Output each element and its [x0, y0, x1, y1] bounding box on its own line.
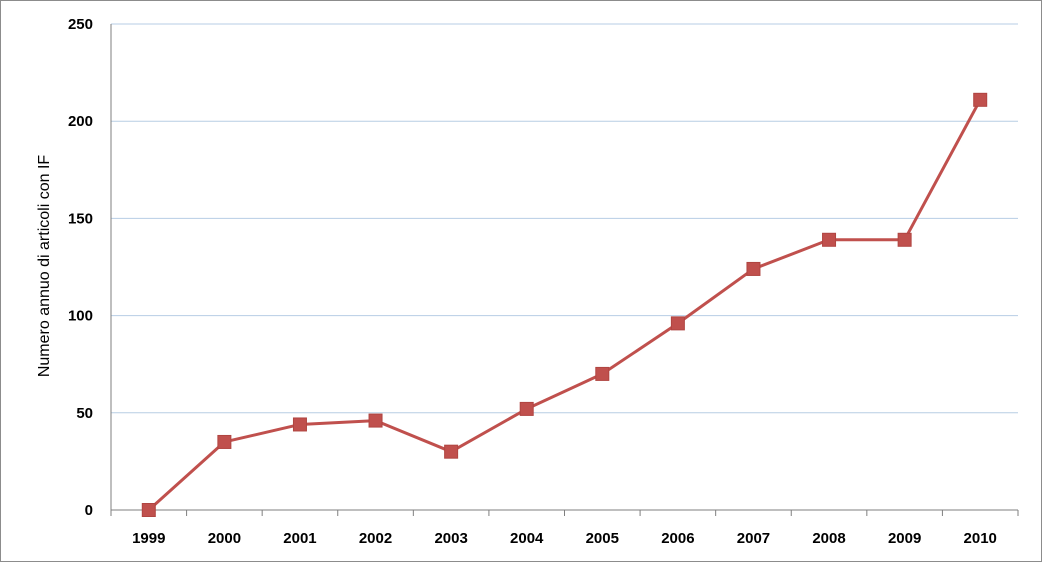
axes	[110, 24, 1019, 516]
x-tick-labels: 1999 2000 2001 2002 2003 2004 2005 2006 2007 2008…	[132, 530, 997, 547]
data-point	[141, 503, 156, 517]
data-point	[292, 417, 307, 432]
y-tick-label: 150	[68, 210, 93, 227]
y-tick-label: 0	[85, 502, 93, 519]
x-tick-label: 2002	[359, 530, 392, 547]
x-tick-label: 2003	[434, 530, 467, 547]
x-tick-label: 2009	[888, 530, 921, 547]
gridlines	[111, 23, 1018, 414]
series	[141, 92, 988, 517]
x-tick-label: 2010	[964, 530, 997, 547]
y-tick-label: 250	[68, 16, 93, 33]
x-tick-label: 2007	[737, 530, 770, 547]
data-point	[897, 232, 912, 247]
data-point	[368, 413, 383, 428]
data-point	[217, 434, 232, 449]
x-tick-label: 2008	[812, 530, 845, 547]
data-point	[822, 232, 837, 247]
data-point	[746, 261, 761, 276]
data-point	[519, 401, 534, 416]
y-tick-label: 50	[76, 405, 93, 422]
x-tick-label: 2000	[208, 530, 241, 547]
y-axis-title: Numero annuo di articoli con IF	[36, 155, 53, 378]
x-tick-label: 2001	[283, 530, 316, 547]
data-point	[595, 366, 610, 381]
y-tick-labels: 0 50 100 150 200 250	[68, 16, 93, 519]
x-tick-label: 2004	[510, 530, 544, 547]
x-tick-label: 2006	[661, 530, 694, 547]
x-tick-label: 2005	[586, 530, 619, 547]
x-tick-label: 1999	[132, 530, 165, 547]
y-tick-label: 100	[68, 308, 93, 325]
data-point	[444, 444, 459, 459]
data-point	[670, 316, 685, 331]
y-tick-label: 200	[68, 113, 93, 130]
data-point	[973, 92, 988, 107]
series-line	[147, 99, 982, 512]
